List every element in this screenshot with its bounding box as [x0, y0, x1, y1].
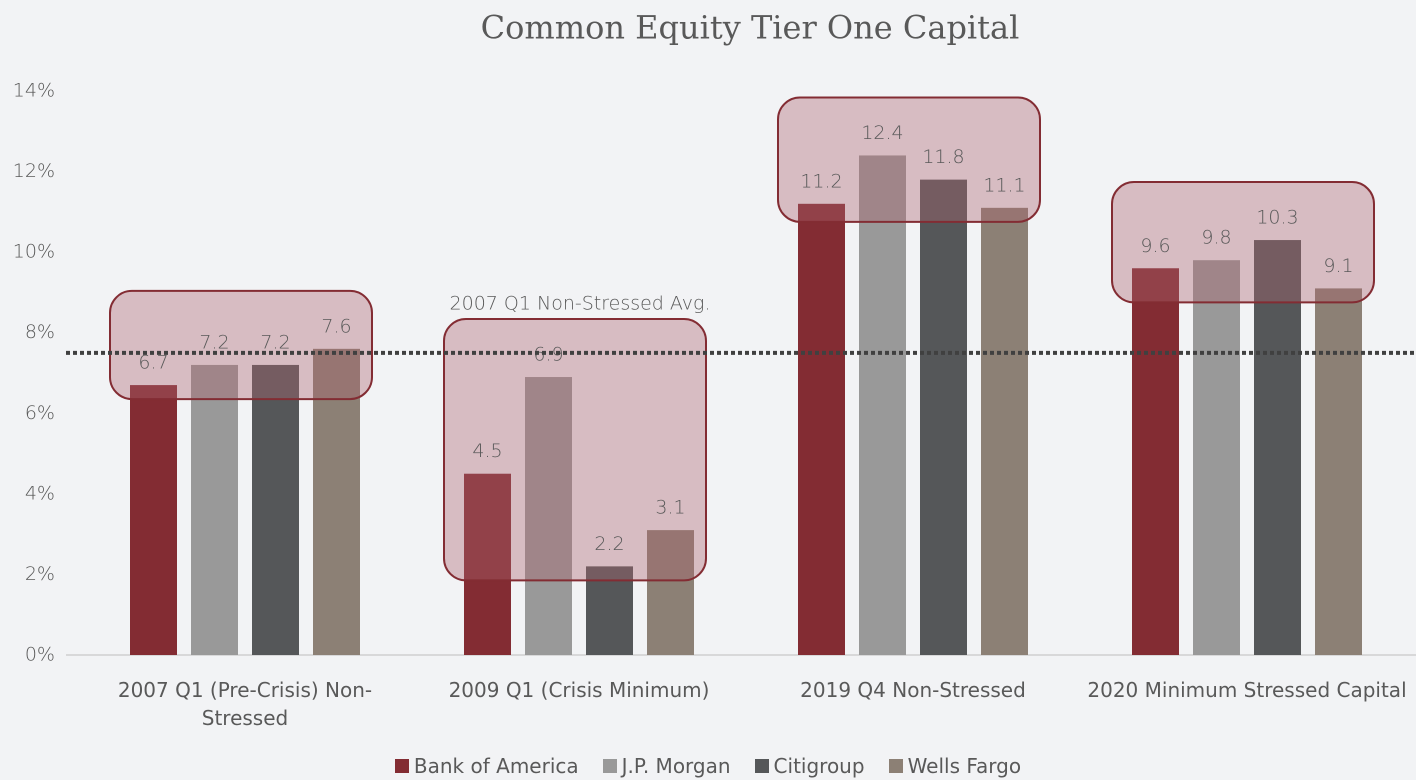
legend-swatch — [888, 759, 903, 773]
bar — [191, 364, 238, 655]
bar — [647, 530, 694, 655]
bar — [1315, 288, 1362, 655]
bar — [525, 377, 572, 655]
legend-item: Bank of America — [394, 754, 579, 778]
bar — [1193, 260, 1240, 655]
bar — [1132, 268, 1179, 655]
data-label: 10.3 — [1256, 207, 1298, 229]
data-label: 11.8 — [922, 146, 964, 168]
legend-item: J.P. Morgan — [602, 754, 731, 778]
data-label: 7.2 — [260, 331, 290, 353]
y-tick-label: 14% — [13, 80, 55, 102]
highlight-box — [1111, 181, 1375, 304]
data-label: 2.2 — [594, 533, 624, 555]
y-tick-label: 6% — [25, 402, 55, 424]
bar — [798, 203, 845, 656]
data-label: 11.1 — [983, 174, 1025, 196]
legend-swatch — [754, 759, 769, 773]
bar — [859, 155, 906, 655]
chart-title: Common Equity Tier One Capital — [481, 9, 1020, 47]
y-tick-label: 0% — [25, 644, 55, 666]
x-tick-label: 2007 Q1 (Pre-Crisis) Non-Stressed — [117, 678, 373, 730]
y-tick-label: 2% — [25, 563, 55, 585]
highlight-box — [777, 96, 1041, 223]
data-label: 4.5 — [472, 440, 502, 462]
x-tick-label: 2009 Q1 (Crisis Minimum) — [448, 678, 710, 702]
data-label: 9.1 — [1323, 255, 1353, 277]
legend: Bank of America J.P. Morgan Citigroup Wells… — [0, 754, 1416, 778]
highlight-box — [443, 318, 707, 582]
data-label: 6.9 — [533, 344, 563, 366]
data-label: 9.8 — [1201, 227, 1231, 249]
data-label: 12.4 — [861, 122, 903, 144]
data-label: 7.2 — [199, 331, 229, 353]
y-tick-label: 12% — [13, 160, 55, 182]
data-label: 3.1 — [655, 497, 685, 519]
data-label: 7.6 — [321, 315, 351, 337]
data-label: 6.7 — [138, 352, 168, 374]
data-label: 11.2 — [800, 170, 842, 192]
legend-swatch — [602, 759, 617, 773]
y-tick-label: 8% — [25, 321, 55, 343]
bar — [130, 385, 177, 655]
x-tick-label: 2019 Q4 Non-Stressed — [800, 678, 1026, 702]
legend-item: Citigroup — [754, 754, 865, 778]
highlight-box — [109, 289, 373, 401]
bar — [920, 179, 967, 655]
y-tick-label: 4% — [25, 482, 55, 504]
reference-label: 2007 Q1 Non-Stressed Avg. — [450, 293, 711, 315]
legend-item: Wells Fargo — [888, 754, 1022, 778]
legend-label: Citigroup — [773, 754, 865, 778]
data-label: 9.6 — [1140, 235, 1170, 257]
legend-swatch — [394, 759, 409, 773]
bar — [1254, 240, 1301, 656]
bar — [981, 207, 1028, 656]
legend-label: J.P. Morgan — [621, 754, 731, 778]
legend-label: Bank of America — [413, 754, 579, 778]
legend-label: Wells Fargo — [907, 754, 1022, 778]
bar — [464, 473, 511, 655]
x-tick-label: 2020 Minimum Stressed Capital — [1087, 678, 1407, 702]
y-tick-label: 10% — [13, 241, 55, 263]
bar — [252, 364, 299, 655]
